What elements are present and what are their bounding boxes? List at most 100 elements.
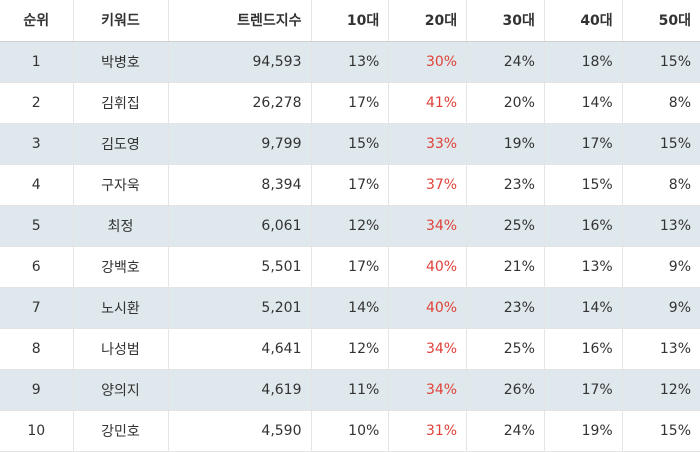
trend-index-cell: 4,619 (168, 369, 312, 411)
age-30s-cell: 25% (466, 205, 545, 247)
trend-index-cell: 4,590 (168, 410, 312, 452)
age-30s-cell: 23% (466, 164, 545, 206)
age-30s-cell: 20% (466, 82, 545, 124)
age-50s-cell: 9% (622, 246, 700, 288)
table-row: 3 김도영 9,799 15% 33% 19% 17% 15% (0, 123, 700, 165)
age-40s-cell: 18% (544, 41, 623, 83)
age-40s-cell: 14% (544, 82, 623, 124)
age-50s-cell: 8% (622, 164, 700, 206)
trend-index-cell: 5,201 (168, 287, 312, 329)
age-50s-cell: 8% (622, 82, 700, 124)
age-20s-cell: 40% (388, 287, 468, 329)
age-10s-cell: 12% (311, 205, 390, 247)
table-row: 5 최정 6,061 12% 34% 25% 16% 13% (0, 205, 700, 247)
rank-cell: 9 (0, 369, 74, 411)
age-10s-cell: 13% (311, 41, 390, 83)
table-row: 4 구자욱 8,394 17% 37% 23% 15% 8% (0, 164, 700, 206)
keyword-cell: 노시환 (73, 287, 169, 329)
age-50s-cell: 15% (622, 410, 700, 452)
age-50s-cell: 12% (622, 369, 700, 411)
rank-cell: 7 (0, 287, 74, 329)
rank-cell: 6 (0, 246, 74, 288)
age-30s-cell: 24% (466, 41, 545, 83)
age-40s-cell: 13% (544, 246, 623, 288)
age-10s-cell: 15% (311, 123, 390, 165)
trend-index-cell: 9,799 (168, 123, 312, 165)
age-40s-cell: 17% (544, 123, 623, 165)
age-40s-cell: 16% (544, 328, 623, 370)
header-age-10s: 10대 (311, 0, 390, 42)
age-30s-cell: 26% (466, 369, 545, 411)
age-40s-cell: 14% (544, 287, 623, 329)
age-20s-cell: 34% (388, 328, 468, 370)
age-20s-cell: 40% (388, 246, 468, 288)
rank-cell: 3 (0, 123, 74, 165)
rank-cell: 5 (0, 205, 74, 247)
age-10s-cell: 17% (311, 82, 390, 124)
age-10s-cell: 11% (311, 369, 390, 411)
rank-cell: 10 (0, 410, 74, 452)
age-20s-cell: 30% (388, 41, 468, 83)
table-row: 7 노시환 5,201 14% 40% 23% 14% 9% (0, 287, 700, 329)
age-20s-cell: 37% (388, 164, 468, 206)
age-20s-cell: 34% (388, 369, 468, 411)
table-row: 9 양의지 4,619 11% 34% 26% 17% 12% (0, 369, 700, 411)
header-rank: 순위 (0, 0, 74, 42)
age-10s-cell: 17% (311, 164, 390, 206)
age-50s-cell: 9% (622, 287, 700, 329)
rank-cell: 1 (0, 41, 74, 83)
trend-index-cell: 5,501 (168, 246, 312, 288)
trend-index-cell: 4,641 (168, 328, 312, 370)
table-row: 2 김휘집 26,278 17% 41% 20% 14% 8% (0, 82, 700, 124)
keyword-cell: 최정 (73, 205, 169, 247)
age-30s-cell: 19% (466, 123, 545, 165)
age-10s-cell: 12% (311, 328, 390, 370)
header-age-30s: 30대 (466, 0, 545, 42)
age-40s-cell: 17% (544, 369, 623, 411)
age-40s-cell: 16% (544, 205, 623, 247)
table-row: 8 나성범 4,641 12% 34% 25% 16% 13% (0, 328, 700, 370)
age-50s-cell: 15% (622, 123, 700, 165)
header-age-40s: 40대 (544, 0, 623, 42)
age-10s-cell: 10% (311, 410, 390, 452)
keyword-cell: 강백호 (73, 246, 169, 288)
header-age-20s: 20대 (388, 0, 468, 42)
keyword-cell: 김도영 (73, 123, 169, 165)
header-keyword: 키워드 (73, 0, 169, 42)
keyword-cell: 강민호 (73, 410, 169, 452)
age-20s-cell: 33% (388, 123, 468, 165)
keyword-cell: 양의지 (73, 369, 169, 411)
age-10s-cell: 14% (311, 287, 390, 329)
age-20s-cell: 31% (388, 410, 468, 452)
age-40s-cell: 15% (544, 164, 623, 206)
age-30s-cell: 23% (466, 287, 545, 329)
age-50s-cell: 15% (622, 41, 700, 83)
table-row: 6 강백호 5,501 17% 40% 21% 13% 9% (0, 246, 700, 288)
table-header-row: 순위 키워드 트렌드지수 10대 20대 30대 40대 50대 (0, 0, 700, 42)
header-trend-index: 트렌드지수 (168, 0, 312, 42)
keyword-cell: 박병호 (73, 41, 169, 83)
keyword-cell: 구자욱 (73, 164, 169, 206)
header-age-50s: 50대 (622, 0, 700, 42)
age-20s-cell: 41% (388, 82, 468, 124)
trend-index-cell: 94,593 (168, 41, 312, 83)
table-row: 1 박병호 94,593 13% 30% 24% 18% 15% (0, 41, 700, 83)
keyword-cell: 나성범 (73, 328, 169, 370)
trend-index-cell: 26,278 (168, 82, 312, 124)
age-30s-cell: 21% (466, 246, 545, 288)
age-50s-cell: 13% (622, 205, 700, 247)
rank-cell: 2 (0, 82, 74, 124)
age-40s-cell: 19% (544, 410, 623, 452)
age-20s-cell: 34% (388, 205, 468, 247)
trend-index-cell: 6,061 (168, 205, 312, 247)
age-30s-cell: 25% (466, 328, 545, 370)
rank-cell: 8 (0, 328, 74, 370)
age-10s-cell: 17% (311, 246, 390, 288)
keyword-cell: 김휘집 (73, 82, 169, 124)
age-30s-cell: 24% (466, 410, 545, 452)
table-row: 10 강민호 4,590 10% 31% 24% 19% 15% (0, 410, 700, 452)
age-50s-cell: 13% (622, 328, 700, 370)
rank-cell: 4 (0, 164, 74, 206)
trend-index-cell: 8,394 (168, 164, 312, 206)
